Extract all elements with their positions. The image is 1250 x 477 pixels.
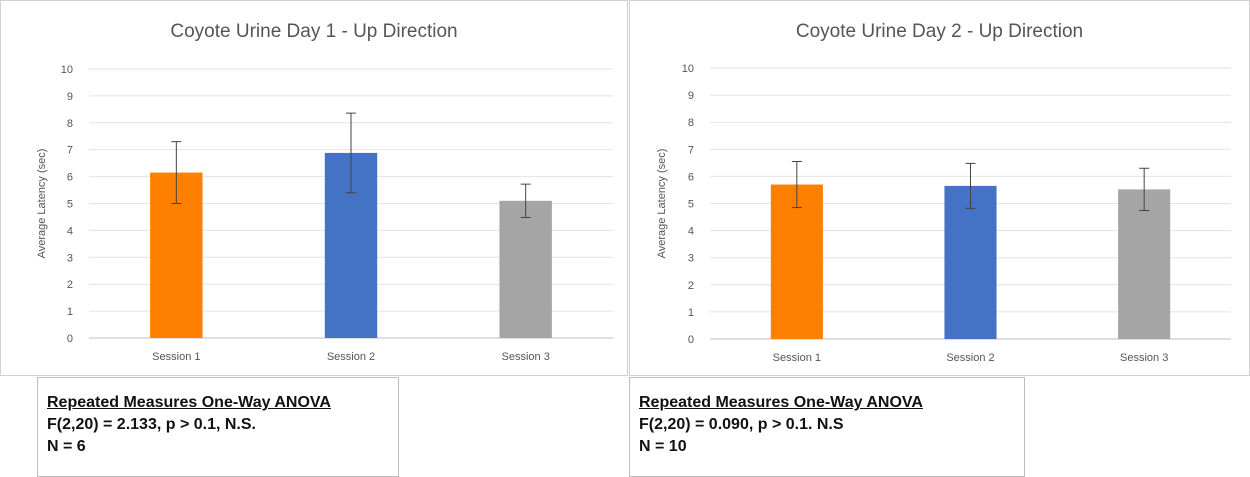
anova-stats-box-day-1: Repeated Measures One-Way ANOVA F(2,20) … [37,377,399,477]
y-tick-label: 3 [67,252,73,264]
y-tick-label: 5 [67,199,73,211]
y-tick-label: 6 [67,172,73,184]
y-axis-label: Average Latency (sec) [36,149,48,259]
x-tick-label: Session 1 [152,351,200,363]
y-tick-label: 8 [67,118,73,130]
stats-sample-size: N = 10 [639,438,687,455]
y-tick-label: 0 [688,334,694,346]
y-tick-label: 8 [688,117,694,129]
y-tick-label: 9 [688,90,694,102]
y-tick-label: 2 [688,280,694,292]
y-tick-label: 7 [688,144,694,156]
y-tick-label: 1 [67,306,73,318]
chart-panel-day-2: Coyote Urine Day 2 - Up Direction 0 1 2 3 4 5… [629,0,1250,376]
bar [770,184,823,339]
y-axis-label: Average Latency (sec) [656,149,668,259]
y-tick-label: 4 [688,226,694,238]
x-tick-label: Session 3 [1120,352,1168,364]
y-tick-label: 3 [688,253,694,265]
stats-heading: Repeated Measures One-Way ANOVA [47,394,331,411]
stats-result: F(2,20) = 0.090, p > 0.1. N.S [639,416,844,433]
x-tick-label: Session 2 [327,351,375,363]
y-tick-label: 2 [67,279,73,291]
y-tick-label: 10 [61,64,73,76]
bar-chart-day-2: 0 1 2 3 4 5 6 7 8 9 10 Average Latency (sec) Session… [656,63,1231,364]
y-tick-label: 1 [688,307,694,319]
y-tick-label: 10 [682,63,694,75]
y-tick-label: 0 [67,333,73,345]
stats-heading: Repeated Measures One-Way ANOVA [639,394,923,411]
y-tick-label: 5 [688,199,694,211]
x-tick-label: Session 1 [773,352,821,364]
chart-title: Coyote Urine Day 2 - Up Direction [795,21,1084,42]
x-tick-label: Session 3 [502,351,550,363]
stats-result: F(2,20) = 2.133, p > 0.1, N.S. [47,416,256,433]
y-tick-label: 7 [67,145,73,157]
stats-sample-size: N = 6 [47,438,86,455]
bar-chart-day-1: 0 1 2 3 4 5 6 7 8 9 10 Average Latency (sec) Session… [36,64,613,363]
anova-stats-box-day-2: Repeated Measures One-Way ANOVA F(2,20) … [629,377,1025,477]
y-tick-label: 6 [688,171,694,183]
y-tick-label: 9 [67,91,73,103]
chart-title: Coyote Urine Day 1 - Up Direction [170,21,458,42]
chart-panel-day-1: Coyote Urine Day 1 - Up Direction 0 1 2 3 4 5… [0,0,628,376]
bar [1118,189,1171,339]
bar [944,185,997,339]
y-tick-label: 4 [67,225,73,237]
bar [499,200,552,338]
x-tick-label: Session 2 [946,352,994,364]
